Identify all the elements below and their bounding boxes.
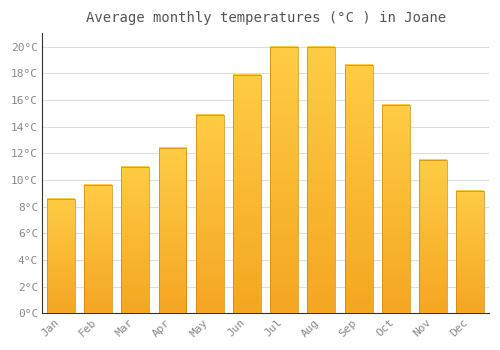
Bar xyxy=(456,191,484,313)
Bar xyxy=(47,198,75,313)
Title: Average monthly temperatures (°C ) in Joane: Average monthly temperatures (°C ) in Jo… xyxy=(86,11,446,25)
Bar xyxy=(344,65,372,313)
Bar xyxy=(270,47,298,313)
Bar xyxy=(382,105,410,313)
Bar xyxy=(419,160,447,313)
Bar xyxy=(233,75,261,313)
Bar xyxy=(196,114,224,313)
Bar xyxy=(84,185,112,313)
Bar xyxy=(308,47,336,313)
Bar xyxy=(122,167,150,313)
Bar xyxy=(158,148,186,313)
